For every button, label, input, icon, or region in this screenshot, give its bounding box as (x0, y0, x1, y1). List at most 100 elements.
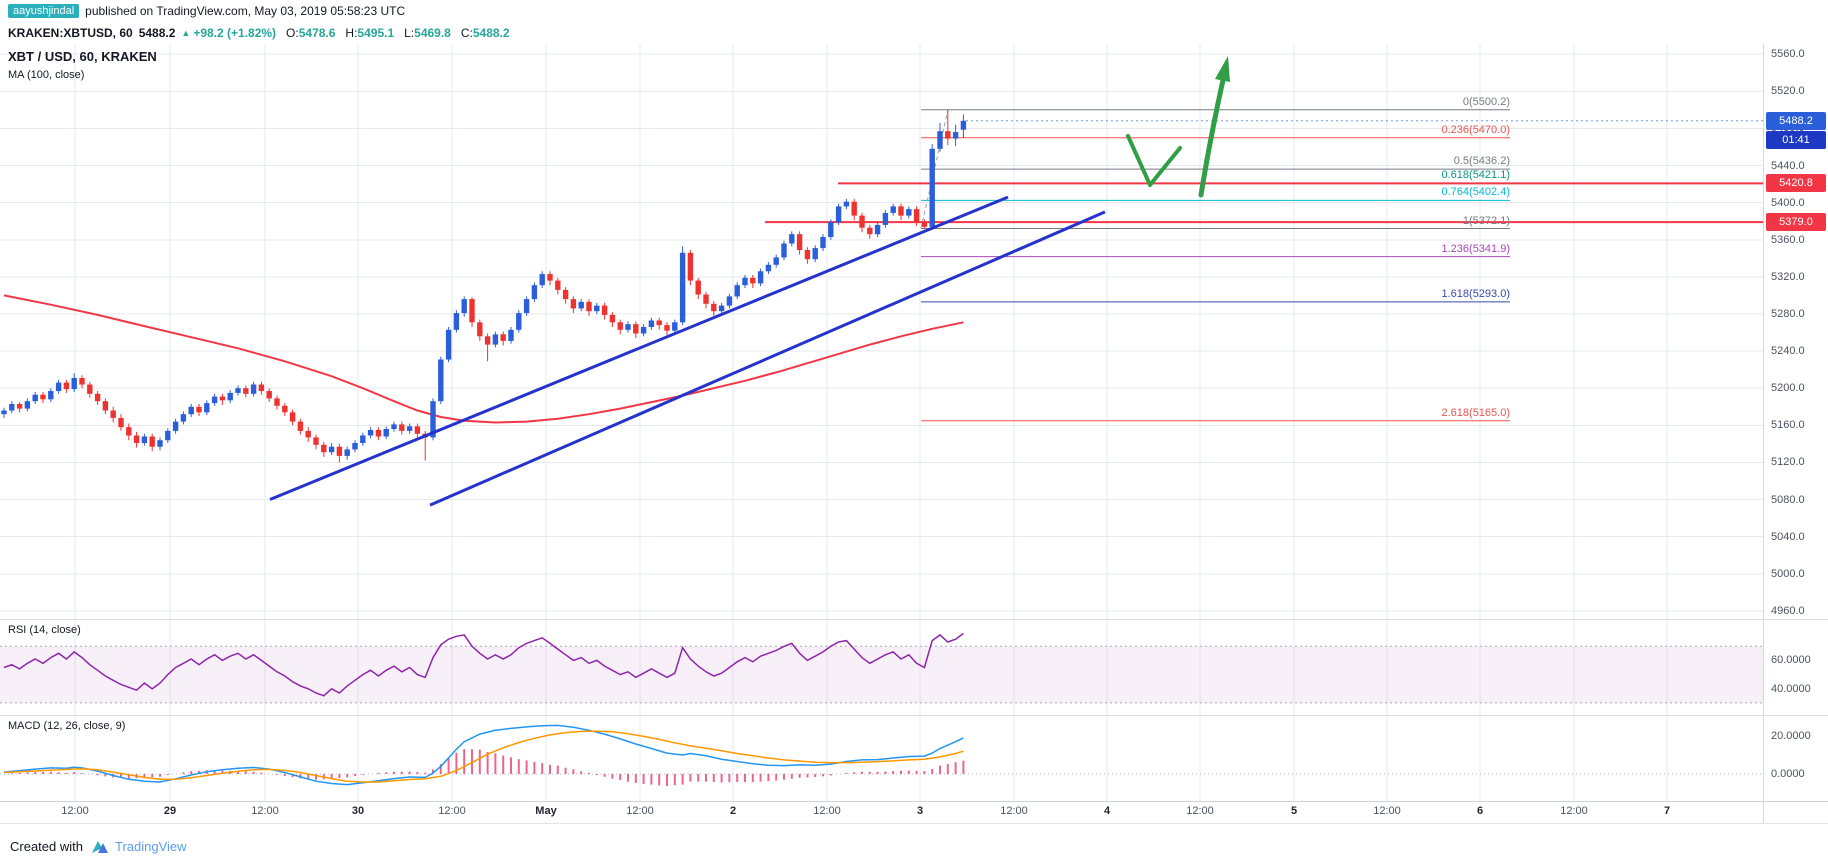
price-badge: 5488.2 (1766, 111, 1826, 130)
ticker-symbol[interactable]: KRAKEN:XBTUSD, 60 (8, 26, 133, 40)
time-axis-label: 5 (1290, 805, 1298, 817)
bullish-up-arrow (1198, 56, 1230, 198)
macd-signal-line (3, 730, 964, 783)
fib-level-label: 0(5500.2) (1462, 95, 1510, 108)
ticker-last-price: 5488.2 (138, 26, 176, 40)
ticker-change: +98.2 (+1.82%) (193, 26, 277, 40)
time-axis-label: 12:00 (626, 805, 654, 817)
time-axis-label: 3 (916, 805, 924, 817)
time-axis-label: 29 (163, 805, 177, 817)
macd-axis-label: 0.0000 (1771, 768, 1805, 780)
rsi-label[interactable]: RSI (14, close) (8, 624, 81, 636)
countdown-badge: 01:41 (1766, 130, 1826, 149)
macd-pane[interactable]: MACD (12, 26, close, 9) (0, 716, 1763, 801)
rsi-line (3, 632, 964, 697)
rsi-band (0, 646, 1763, 703)
price-axis-label: 5400.0 (1771, 196, 1805, 209)
axis-corner (1763, 802, 1828, 823)
time-axis-label: 12:00 (1186, 805, 1214, 817)
author-link[interactable]: aayushjindal (8, 4, 80, 18)
time-axis-label: 4 (1103, 805, 1111, 817)
time-axis-label: 12:00 (813, 805, 841, 817)
price-axis-label: 5280.0 (1771, 308, 1805, 320)
ticker-bar: KRAKEN:XBTUSD, 60 5488.2 ▲ +98.2 (+1.82%… (0, 22, 1828, 44)
macd-pane-row: MACD (12, 26, close, 9) 20.0000 0.0000 (0, 715, 1828, 801)
rsi-axis-label: 60.0000 (1771, 654, 1811, 667)
time-axis-label: 12:00 (1373, 805, 1401, 817)
attribution-bar: aayushjindal published on TradingView.co… (0, 0, 1828, 22)
up-triangle-icon: ▲ (181, 28, 191, 38)
attribution-text: published on TradingView.com, May 03, 20… (85, 4, 406, 18)
fib-level-label: 2.618(5165.0) (1441, 406, 1511, 419)
fib-level-label: 1.618(5293.0) (1441, 287, 1511, 300)
price-pane-row: XBT / USD, 60, KRAKEN MA (100, close) 0(… (0, 44, 1828, 619)
price-axis-label: 5000.0 (1771, 567, 1805, 580)
macd-axis-label: 20.0000 (1771, 730, 1811, 742)
price-pane[interactable]: XBT / USD, 60, KRAKEN MA (100, close) 0(… (0, 44, 1763, 619)
price-axis-label: 5160.0 (1771, 419, 1805, 432)
price-axis-label: 5520.0 (1771, 85, 1805, 98)
price-axis-label: 4960.0 (1771, 604, 1805, 617)
price-axis-label: 5440.0 (1771, 159, 1805, 172)
rsi-pane-row: RSI (14, close) 60.0000 40.0000 (0, 619, 1828, 715)
macd-label[interactable]: MACD (12, 26, close, 9) (8, 720, 126, 732)
time-axis-label: 12:00 (1560, 805, 1588, 817)
ohlc-open: O:5478.6 (286, 26, 336, 40)
price-badge: 5420.8 (1766, 174, 1826, 193)
price-axis-label: 5040.0 (1771, 530, 1805, 543)
time-axis-label: 2 (729, 805, 737, 817)
time-axis-label: 12:00 (1000, 805, 1028, 817)
ohlc-high: H:5495.1 (345, 26, 395, 40)
rsi-axis-label: 40.0000 (1771, 682, 1811, 695)
price-axis-label: 5320.0 (1771, 270, 1805, 283)
rsi-canvas[interactable] (0, 620, 1763, 715)
chart-legend: XBT / USD, 60, KRAKEN MA (100, close) (8, 49, 157, 81)
time-axis-label: 12:00 (61, 805, 89, 817)
time-axis-label: 6 (1476, 805, 1484, 817)
legend-ma-indicator[interactable]: MA (100, close) (8, 69, 85, 81)
tradingview-brand-text[interactable]: TradingView (114, 838, 187, 854)
footer: Created with TradingView (0, 823, 1828, 868)
macd-line (3, 724, 964, 786)
trendline-1 (269, 195, 1009, 501)
rsi-pane[interactable]: RSI (14, close) (0, 620, 1763, 715)
price-axis-label: 5240.0 (1771, 345, 1805, 358)
fib-level-label: 0.236(5470.0) (1441, 123, 1511, 136)
footer-created-with-text: Created with (10, 838, 83, 854)
projection-zigzag (1126, 134, 1182, 187)
price-axis-label: 5120.0 (1771, 456, 1805, 469)
price-axis-label: 5080.0 (1771, 493, 1805, 506)
time-axis-row: 12:00 29 12:00 30 12:00 May 12:00 2 12:00 3 12:00 4… (0, 801, 1828, 823)
price-axis-label: 5360.0 (1771, 233, 1805, 246)
price-axis[interactable]: 5560.05520.05480.05440.05400.05360.05320… (1763, 44, 1828, 619)
price-chart-canvas[interactable] (0, 44, 1763, 619)
tradingview-logo-icon[interactable] (91, 839, 109, 854)
macd-axis[interactable]: 20.0000 0.0000 (1763, 716, 1828, 801)
rsi-axis[interactable]: 60.0000 40.0000 (1763, 620, 1828, 715)
grid-lines (0, 44, 1763, 619)
time-axis-label: 12:00 (251, 805, 279, 817)
trendline-2 (429, 210, 1106, 507)
ohlc-low: L:5469.8 (404, 26, 451, 40)
price-badge: 5379.0 (1766, 213, 1826, 232)
macd-canvas[interactable] (0, 716, 1763, 801)
fib-level-label: 0.5(5436.2) (1453, 155, 1510, 168)
fib-level-label: 0.764(5402.4) (1441, 186, 1511, 199)
legend-symbol-title[interactable]: XBT / USD, 60, KRAKEN (8, 49, 157, 64)
ma100-line (3, 294, 964, 424)
fib-level-label: 0.618(5421.1) (1441, 169, 1511, 182)
time-axis-label: May (535, 805, 557, 817)
time-axis[interactable]: 12:00 29 12:00 30 12:00 May 12:00 2 12:00 3 12:00 4… (0, 802, 1763, 823)
price-axis-label: 5560.0 (1771, 48, 1805, 61)
time-axis-label: 12:00 (438, 805, 466, 817)
time-axis-label: 30 (351, 805, 365, 817)
macd-histogram (10, 749, 965, 786)
candles-layer (1, 109, 967, 463)
ohlc-close: C:5488.2 (460, 26, 510, 40)
price-axis-label: 5200.0 (1771, 382, 1805, 395)
fib-level-label: 1.236(5341.9) (1441, 242, 1511, 255)
time-axis-label: 7 (1663, 805, 1671, 817)
fib-level-label: 1(5372.1) (1462, 214, 1510, 227)
fib-anchor-dashed-line (920, 109, 949, 229)
